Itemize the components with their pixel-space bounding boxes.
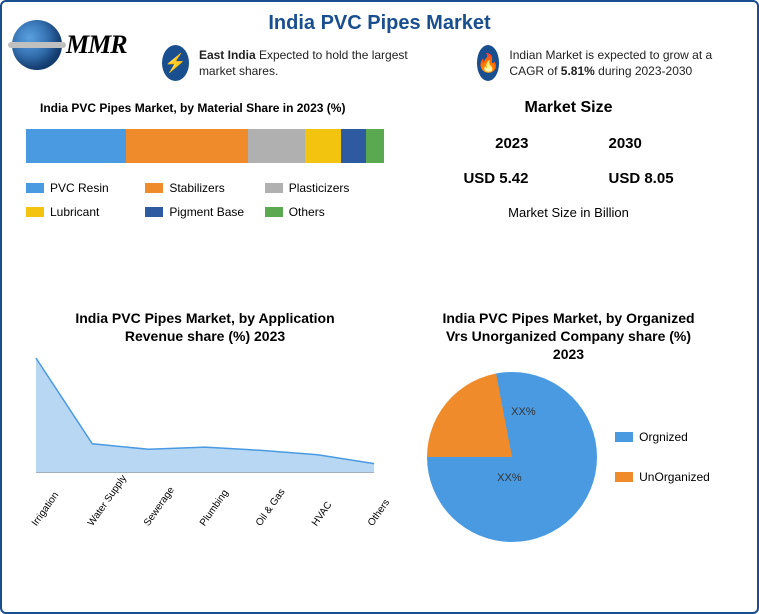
market-size-subtitle: Market Size in Billion	[404, 205, 733, 220]
legend-swatch	[615, 472, 633, 482]
callout-east-india: ⚡ East India Expected to hold the larges…	[162, 45, 417, 81]
pie-slice-label-unorganized: XX%	[511, 406, 535, 418]
legend-item: UnOrganized	[615, 470, 710, 484]
callout-cagr: 🔥 Indian Market is expected to grow at a…	[477, 45, 737, 81]
area-category-label: Plumbing	[198, 511, 215, 529]
bar-segment	[305, 129, 341, 163]
bar-segment	[366, 129, 384, 163]
area-category-label: Sewerage	[142, 511, 159, 529]
legend-label: UnOrganized	[639, 470, 710, 484]
bar-segment	[126, 129, 248, 163]
bar-segment	[248, 129, 305, 163]
bolt-icon: ⚡	[162, 45, 189, 81]
legend-label: Orgnized	[639, 430, 688, 444]
legend-item: PVC Resin	[26, 181, 145, 195]
callout-east-india-text: East India Expected to hold the largest …	[199, 47, 417, 79]
material-share-bar	[26, 129, 384, 163]
market-size-year-a: 2023	[495, 135, 528, 152]
area-category-label: Irrigation	[30, 511, 47, 529]
legend-label: Others	[289, 205, 325, 219]
legend-item: Orgnized	[615, 430, 710, 444]
legend-swatch	[26, 207, 44, 217]
material-share-legend: PVC Resin Stabilizers Plasticizers Lubrican…	[26, 181, 384, 219]
company-share-panel: India PVC Pipes Market, by Organized Vrs…	[394, 295, 743, 595]
legend-swatch	[265, 207, 283, 217]
legend-item: Others	[265, 205, 384, 219]
bar-segment	[26, 129, 126, 163]
area-category-label: HVAC	[310, 511, 327, 529]
callout-post: during 2023-2030	[595, 64, 692, 78]
area-category-label: Others	[366, 511, 383, 529]
material-share-title: India PVC Pipes Market, by Material Shar…	[40, 101, 384, 115]
brand-logo: MMR	[12, 20, 127, 70]
callout-bold: East India	[199, 48, 256, 62]
legend-label: Lubricant	[50, 205, 99, 219]
application-revenue-labels: IrrigationWater SupplySeweragePlumbingOi…	[26, 512, 384, 523]
brand-text: MMR	[66, 30, 127, 60]
callout-cagr-bold: 5.81%	[561, 64, 595, 78]
legend-swatch	[615, 432, 633, 442]
area-category-label: Water Supply	[86, 511, 103, 529]
market-size-title: Market Size	[404, 99, 733, 117]
application-revenue-chart: IrrigationWater SupplySeweragePlumbingOi…	[26, 353, 384, 523]
market-size-year-b: 2030	[609, 135, 642, 152]
callout-cagr-text: Indian Market is expected to grow at a C…	[509, 47, 737, 79]
company-share-pie: XX% XX%	[427, 372, 597, 542]
legend-swatch	[145, 207, 163, 217]
legend-swatch	[26, 183, 44, 193]
market-size-values: USD 5.42 USD 8.05	[404, 170, 733, 187]
legend-label: Plasticizers	[289, 181, 350, 195]
legend-label: Stabilizers	[169, 181, 224, 195]
legend-label: Pigment Base	[169, 205, 244, 219]
area-svg	[26, 353, 384, 473]
company-share-legend: Orgnized UnOrganized	[615, 430, 710, 484]
legend-item: Plasticizers	[265, 181, 384, 195]
area-category-label: Oil & Gas	[254, 511, 271, 529]
globe-icon	[12, 20, 62, 70]
company-share-title: India PVC Pipes Market, by Organized Vrs…	[434, 309, 703, 364]
legend-item: Pigment Base	[145, 205, 264, 219]
legend-swatch	[145, 183, 163, 193]
market-size-panel: Market Size 2023 2030 USD 5.42 USD 8.05 …	[394, 95, 743, 295]
market-size-value-b: USD 8.05	[609, 170, 674, 187]
legend-label: PVC Resin	[50, 181, 109, 195]
application-revenue-panel: India PVC Pipes Market, by Application R…	[16, 295, 394, 595]
pie-slice-label-organized: XX%	[497, 472, 521, 484]
legend-swatch	[265, 183, 283, 193]
material-share-panel: India PVC Pipes Market, by Material Shar…	[16, 95, 394, 295]
application-revenue-title: India PVC Pipes Market, by Application R…	[66, 309, 344, 345]
bar-segment	[341, 129, 366, 163]
market-size-years: 2023 2030	[404, 135, 733, 152]
flame-icon: 🔥	[477, 45, 499, 81]
market-size-value-a: USD 5.42	[463, 170, 528, 187]
legend-item: Stabilizers	[145, 181, 264, 195]
legend-item: Lubricant	[26, 205, 145, 219]
